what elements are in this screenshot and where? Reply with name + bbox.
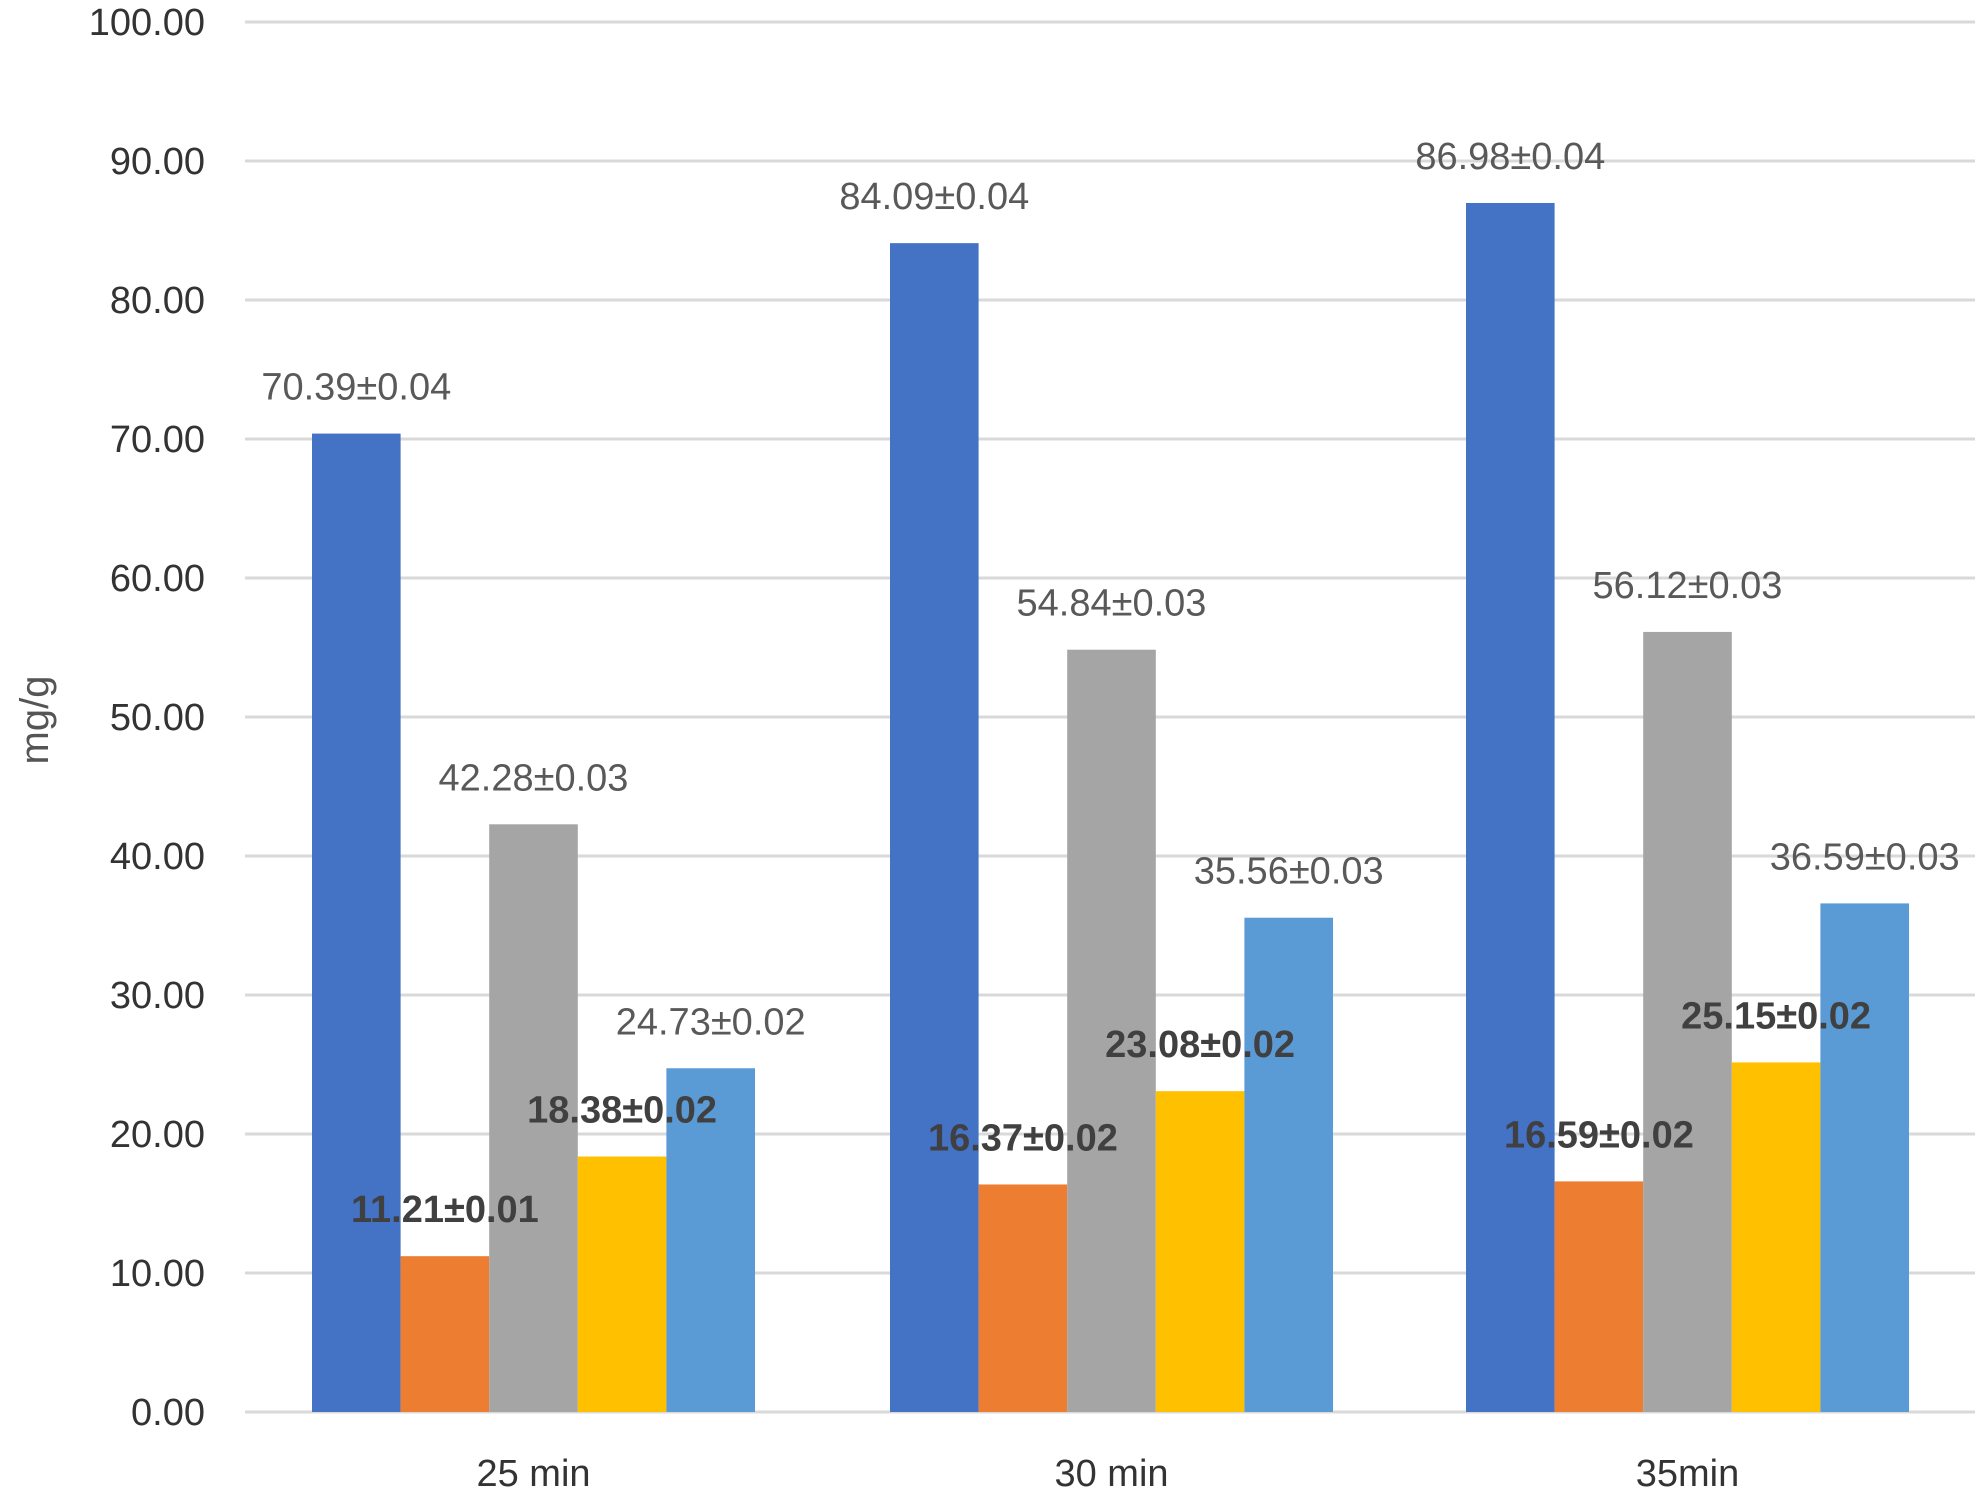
y-tick-label: 50.00 [110, 697, 205, 739]
y-axis-label: mg/g [13, 676, 57, 765]
data-label: 16.59±0.02 [1504, 1114, 1694, 1156]
y-tick-label: 100.00 [89, 2, 205, 44]
y-tick-label: 30.00 [110, 975, 205, 1017]
data-label: 54.84±0.03 [1017, 583, 1207, 625]
bar [1244, 917, 1333, 1412]
data-label: 56.12±0.03 [1593, 565, 1783, 607]
bar [1731, 1062, 1821, 1412]
bar [489, 824, 578, 1412]
bar [1067, 649, 1156, 1412]
bar [400, 1256, 490, 1412]
y-tick-label: 60.00 [110, 558, 205, 600]
bar [1643, 631, 1732, 1412]
data-label: 84.09±0.04 [839, 176, 1029, 218]
y-tick-label: 80.00 [110, 280, 205, 322]
data-label: 25.15±0.02 [1681, 995, 1871, 1037]
data-label: 16.37±0.02 [928, 1117, 1118, 1159]
data-label: 86.98±0.04 [1415, 136, 1605, 178]
bar [1155, 1091, 1245, 1412]
data-label: 24.73±0.02 [616, 1001, 806, 1043]
data-labels: 70.39±0.04 11.21±0.01 42.28±0.03 18.38±0.02… [261, 136, 1959, 1231]
bar [1466, 202, 1555, 1412]
data-label: 11.21±0.01 [351, 1189, 539, 1231]
bar [312, 433, 401, 1413]
x-tick-label: 30 min [1054, 1453, 1168, 1495]
bar [978, 1184, 1068, 1412]
y-tick-label: 40.00 [110, 836, 205, 878]
bar [666, 1068, 755, 1412]
y-tick-label: 20.00 [110, 1114, 205, 1156]
data-label: 42.28±0.03 [439, 757, 629, 799]
y-axis-ticks: 0.00 10.00 20.00 30.00 40.00 50.00 60.00 70.00 8… [89, 2, 205, 1434]
bar [1820, 903, 1909, 1412]
y-tick-label: 70.00 [110, 419, 205, 461]
bar [577, 1156, 667, 1412]
bars [312, 202, 1909, 1413]
y-tick-label: 90.00 [110, 141, 205, 183]
data-label: 36.59±0.03 [1770, 836, 1960, 878]
y-tick-label: 10.00 [110, 1253, 205, 1295]
data-label: 23.08±0.02 [1105, 1024, 1295, 1066]
bar [890, 243, 979, 1412]
x-axis-ticks: 25 min 30 min 35min [476, 1453, 1739, 1495]
data-label: 35.56±0.03 [1194, 851, 1384, 893]
x-tick-label: 25 min [476, 1453, 590, 1495]
bar [1554, 1181, 1644, 1412]
data-label: 70.39±0.04 [261, 367, 451, 409]
x-tick-label: 35min [1636, 1453, 1740, 1495]
y-tick-label: 0.00 [131, 1392, 205, 1434]
data-label: 18.38±0.02 [527, 1090, 717, 1132]
